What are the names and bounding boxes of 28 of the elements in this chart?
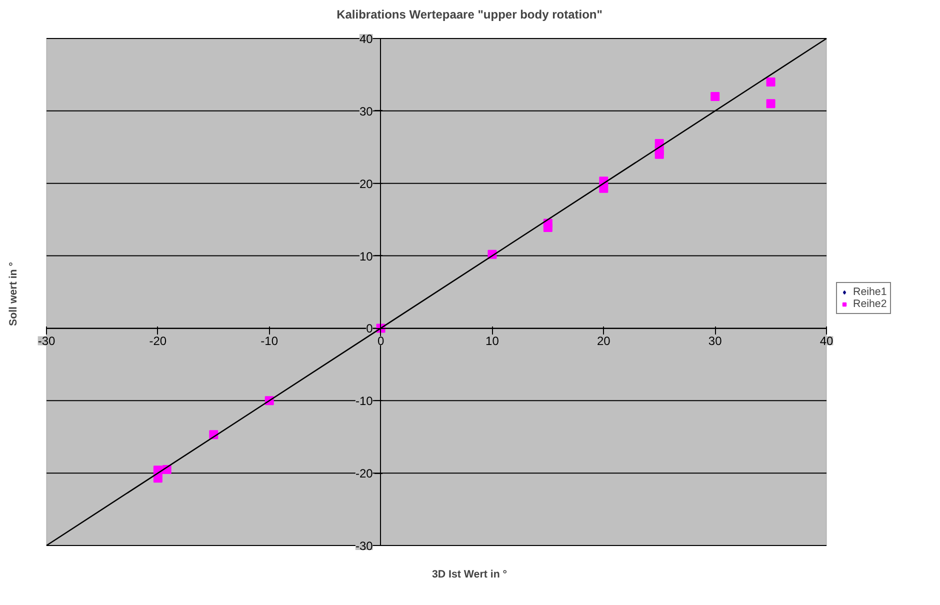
point: [153, 474, 162, 483]
point: [710, 92, 720, 101]
x-tick-label: 0: [377, 334, 384, 348]
y-tick-label: 30: [359, 104, 374, 118]
x-tick-label: 10: [486, 334, 500, 348]
legend-label: Reihe1: [853, 286, 887, 298]
x-tick-label: -20: [149, 334, 167, 348]
y-tick-label: 0: [366, 322, 374, 336]
x-tick-label: -30: [38, 334, 56, 348]
y-tick-label: 20: [359, 176, 374, 191]
point: [766, 99, 776, 108]
chart-title: Kalibrations Wertepaare "upper body rotation": [336, 8, 602, 22]
y-tick-label: -30: [355, 539, 374, 553]
y-tick-label: -20: [355, 466, 374, 481]
legend-label: Reihe2: [853, 298, 887, 310]
x-tick-label: -10: [260, 334, 278, 348]
point: [599, 184, 608, 193]
y-tick-label: -10: [355, 394, 374, 408]
point: [543, 223, 552, 232]
x-tick-label: 30: [708, 334, 722, 348]
point: [654, 150, 664, 159]
x-tick-label: 20: [596, 334, 611, 348]
y-axis-title: Soll wert in °: [8, 262, 20, 326]
y-tick-label: 40: [359, 32, 374, 46]
x-axis-title: 3D Ist Wert in °: [432, 568, 508, 580]
x-tick-label: 40: [820, 334, 834, 348]
point: [766, 77, 776, 86]
y-tick-label: 10: [359, 249, 374, 264]
